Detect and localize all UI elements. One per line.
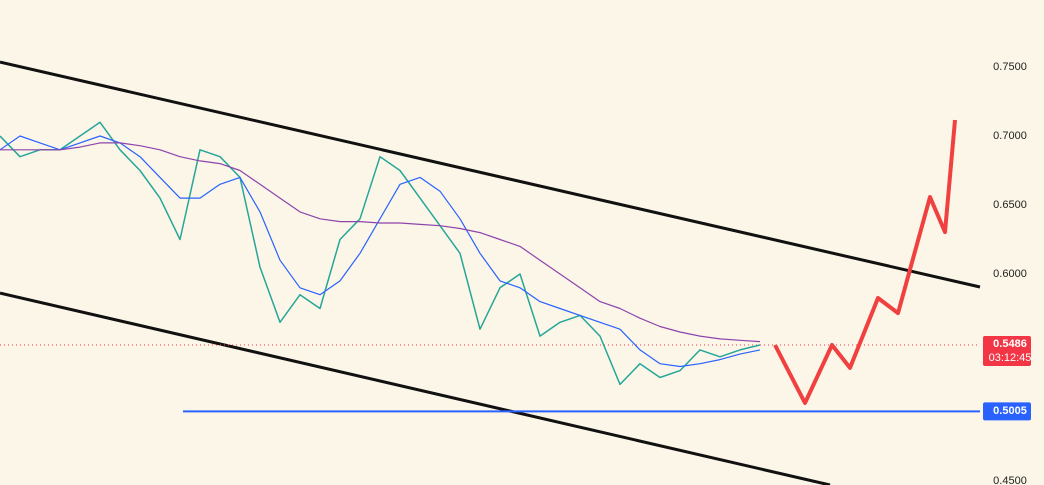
countdown-label: 03:12:45	[989, 352, 1032, 364]
price-label-box	[983, 335, 1031, 366]
moving-average	[0, 142, 761, 343]
y-tick-label: 0.4500	[993, 475, 1027, 485]
support-label-box	[983, 402, 1031, 421]
projection-path	[773, 119, 957, 405]
price-label: 0.5486	[993, 338, 1027, 350]
price-line-series	[0, 121, 761, 386]
y-tick-label: 0.7000	[993, 130, 1027, 142]
channel-line	[0, 60, 981, 289]
y-tick-label: 0.6500	[993, 199, 1027, 211]
y-tick-label: 0.7500	[993, 61, 1027, 73]
channel-line	[0, 291, 831, 485]
moving-average	[0, 135, 761, 368]
y-tick-label: 0.6000	[993, 268, 1027, 280]
support-label: 0.5005	[993, 405, 1027, 417]
